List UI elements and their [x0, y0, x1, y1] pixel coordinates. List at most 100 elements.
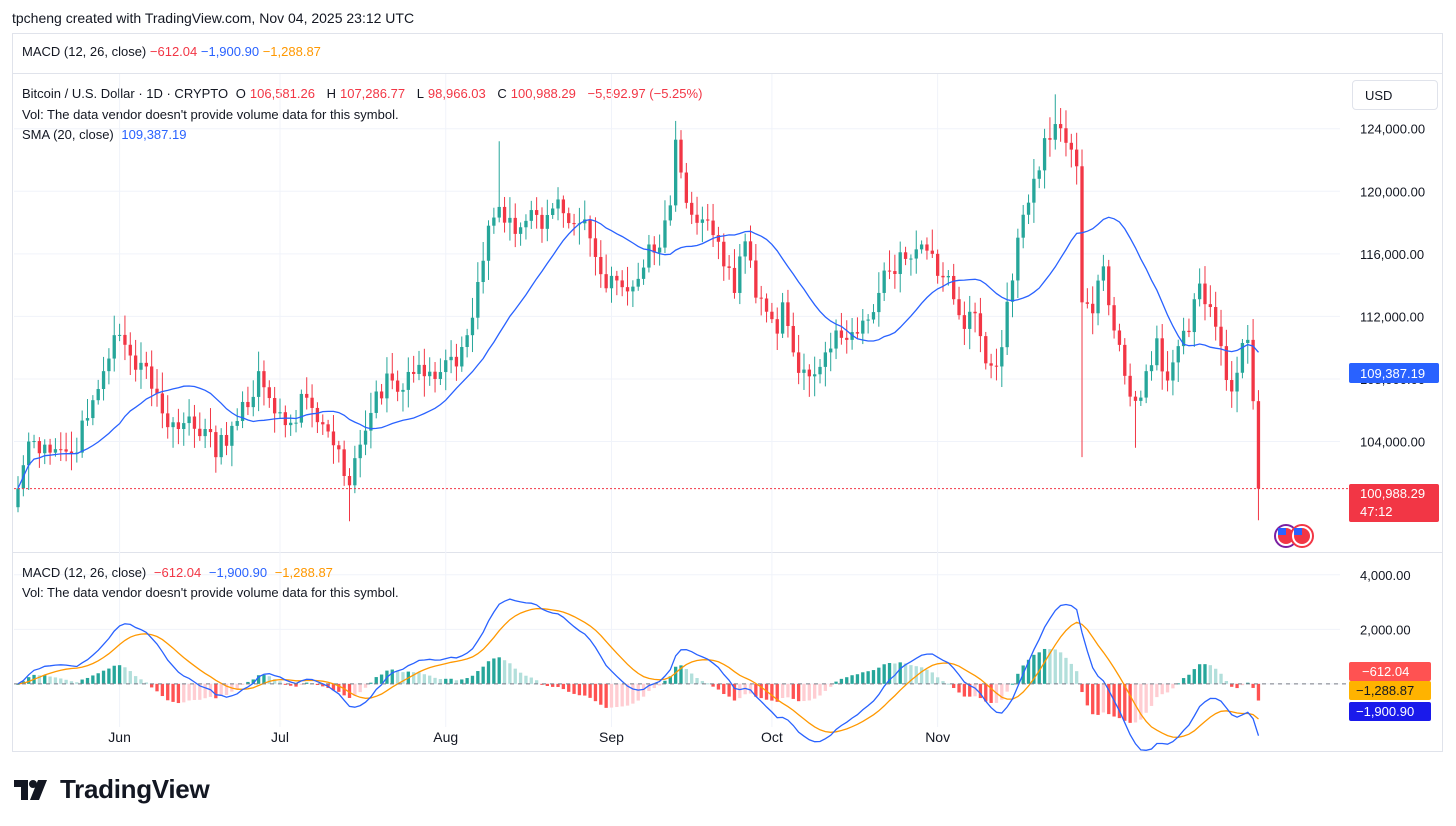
macd-hist-bar — [358, 683, 362, 693]
badge-hist: −612.04 — [1362, 664, 1409, 679]
macd-hist-bar — [460, 679, 464, 684]
candle — [641, 259, 646, 285]
macd-hist-bar — [834, 681, 838, 684]
candle — [968, 295, 972, 350]
candle-body — [1085, 302, 1090, 304]
candle — [385, 357, 389, 413]
macd-hist-bar — [770, 683, 774, 701]
candle-body — [481, 260, 485, 283]
lower-macd-signal: −1,288.87 — [274, 565, 333, 580]
currency-button[interactable]: USD — [1352, 80, 1438, 110]
tradingview-logo[interactable]: TradingView — [14, 774, 210, 805]
candle-body — [620, 280, 624, 288]
candle — [1075, 132, 1079, 185]
macd-hist-bar — [973, 683, 977, 697]
candle-body — [984, 336, 988, 364]
candle-body — [476, 282, 480, 318]
candle — [454, 343, 459, 381]
macd-hist-bar — [476, 671, 480, 684]
macd-hist-bar — [599, 683, 603, 705]
low-value: 98,966.03 — [427, 86, 486, 101]
candle — [37, 437, 42, 468]
lower-macd-label[interactable]: MACD (12, 26, close) — [22, 565, 147, 580]
symbol-title[interactable]: Bitcoin / U.S. Dollar · 1D · CRYPTO — [22, 86, 229, 101]
macd-hist-bar — [433, 677, 437, 684]
candle-body — [513, 217, 517, 234]
candle-body — [668, 205, 672, 221]
macd-hist-bar — [962, 683, 967, 697]
macd-hist-bar — [321, 683, 325, 687]
candle-body — [1230, 380, 1234, 392]
macd-hist-bar — [615, 683, 619, 708]
candle — [652, 236, 656, 266]
candle — [540, 207, 544, 243]
candle — [379, 383, 384, 405]
macd-hist-bar — [1214, 668, 1218, 684]
candle — [1128, 363, 1132, 407]
macd-hist-bar — [989, 683, 993, 703]
candle-body — [1181, 330, 1186, 347]
macd-hist-bar — [930, 672, 934, 684]
candle-body — [898, 252, 902, 275]
candle-body — [1187, 330, 1191, 333]
lower-macd-legend: MACD (12, 26, close) −612.04 −1,900.90 −… — [22, 565, 337, 580]
candle-body — [754, 260, 758, 298]
candle — [374, 380, 378, 419]
low-label: L — [416, 86, 424, 101]
candle — [91, 395, 95, 426]
macd-hist-bar — [1117, 683, 1122, 719]
open-label: O — [235, 86, 246, 101]
candle — [208, 408, 213, 448]
macd-hist-bar — [1176, 683, 1180, 685]
candle — [326, 419, 330, 438]
candle-body — [866, 319, 870, 321]
macd-hist-bar — [1032, 654, 1036, 684]
candle — [866, 314, 870, 334]
macd-hist-bar — [171, 683, 175, 702]
candle-body — [1037, 170, 1041, 179]
macd-hist-bar — [1075, 671, 1079, 684]
candle-body — [631, 286, 635, 292]
candle — [27, 432, 31, 491]
candle — [1171, 349, 1175, 396]
high-label: H — [326, 86, 336, 101]
macd-hist-bar — [428, 675, 432, 684]
candle — [203, 418, 207, 449]
candle — [524, 214, 528, 240]
candle — [267, 380, 271, 408]
candle-body — [545, 214, 549, 229]
candle-body — [1171, 362, 1175, 381]
price-badge: 100,988.29 47:12 — [1349, 484, 1439, 522]
high-value: 107,286.77 — [339, 86, 406, 101]
x-tick-label: Jul — [271, 729, 289, 745]
macd-hist-bar — [1251, 683, 1255, 688]
candle-body — [256, 371, 261, 397]
candle-body — [893, 271, 897, 275]
macd-hist-bar — [331, 683, 336, 691]
candle — [834, 319, 838, 360]
candle — [759, 285, 763, 316]
candle-body — [224, 434, 229, 446]
sma-label[interactable]: SMA (20, close) — [22, 127, 114, 142]
macd-hist-bar — [866, 671, 870, 684]
lower-volume-note: Vol: The data vendor doesn't provide vol… — [22, 585, 399, 600]
candle — [791, 312, 795, 357]
pane-separator[interactable] — [12, 552, 1443, 553]
candle-body — [240, 401, 245, 422]
tv-logo-icon — [14, 776, 54, 804]
candle — [625, 266, 630, 306]
sma-legend: SMA (20, close) 109,387.19 — [22, 127, 190, 142]
candle — [1235, 356, 1239, 413]
macd-hist-bar — [48, 676, 52, 684]
candle — [716, 226, 721, 260]
candle-body — [625, 287, 630, 292]
candle — [1214, 291, 1218, 341]
candle-body — [347, 475, 352, 486]
sma-badge-value: 109,387.19 — [1360, 366, 1425, 381]
x-tick-label: Aug — [433, 729, 458, 745]
event-markers[interactable] — [1274, 524, 1314, 548]
candle-body — [91, 400, 95, 419]
candle — [743, 233, 747, 274]
us-flag-icon[interactable] — [1290, 524, 1314, 548]
